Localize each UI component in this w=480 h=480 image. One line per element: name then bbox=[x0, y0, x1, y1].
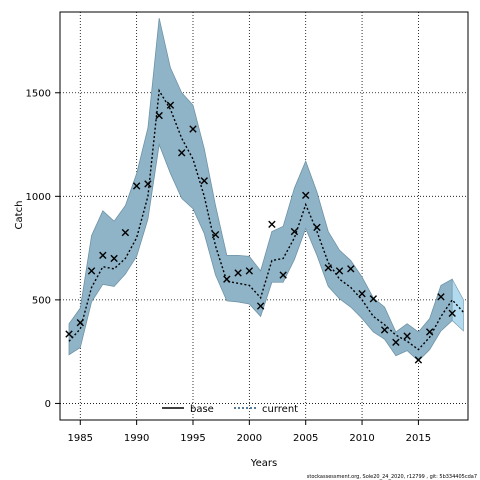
observed-point bbox=[256, 302, 265, 310]
plot-frame bbox=[59, 11, 469, 421]
observed-point bbox=[335, 267, 344, 275]
observed-point bbox=[313, 223, 321, 232]
observed-point bbox=[347, 265, 355, 273]
legend-base-label: base bbox=[190, 404, 214, 415]
observed-point bbox=[448, 309, 456, 318]
observed-point bbox=[223, 275, 231, 283]
observed-point bbox=[414, 356, 423, 364]
observed-point bbox=[132, 182, 141, 190]
observed-point bbox=[200, 177, 208, 185]
y-axis-title: Catch bbox=[14, 201, 25, 230]
legend-current-label: current bbox=[262, 404, 298, 415]
y-axis: 0 500 1000 1500 bbox=[26, 88, 60, 410]
observed-point bbox=[324, 264, 332, 272]
x-axis-title: Years bbox=[250, 458, 277, 469]
x-tick-label: 1990 bbox=[124, 433, 149, 444]
observed-point bbox=[144, 180, 152, 188]
observed-point bbox=[302, 191, 310, 199]
legend: base current bbox=[162, 404, 298, 415]
observed-point bbox=[110, 254, 118, 263]
x-axis: 1985 1990 1995 2000 2005 2010 2015 bbox=[68, 420, 431, 444]
footer-text: stockassessment.org, Sole20_24_2020, r12… bbox=[307, 474, 477, 480]
observed-point bbox=[279, 271, 287, 279]
observed-point bbox=[155, 111, 163, 120]
observed-point bbox=[268, 220, 276, 228]
y-tick-label: 0 bbox=[45, 399, 51, 410]
observed-point bbox=[76, 318, 84, 327]
x-tick-label: 2010 bbox=[349, 433, 374, 444]
y-tick-label: 1500 bbox=[26, 88, 51, 99]
observed-point bbox=[121, 228, 130, 237]
x-tick-label: 2000 bbox=[237, 433, 262, 444]
observed-point bbox=[403, 332, 411, 340]
observed-point bbox=[234, 269, 242, 277]
x-tick-label: 2015 bbox=[406, 433, 431, 444]
observed-point bbox=[245, 267, 254, 275]
fit-line bbox=[68, 88, 465, 351]
observed-point bbox=[211, 230, 220, 239]
x-tick-label: 2005 bbox=[293, 433, 318, 444]
confidence-bands bbox=[68, 18, 464, 362]
observed-point bbox=[290, 227, 299, 236]
observed-point bbox=[425, 328, 434, 336]
observed-point bbox=[392, 338, 400, 347]
series bbox=[68, 88, 465, 351]
observed-point bbox=[87, 267, 96, 275]
observed-point bbox=[380, 326, 389, 334]
observed-point bbox=[178, 149, 186, 157]
observed-point bbox=[189, 125, 197, 133]
observed-points bbox=[65, 101, 456, 364]
observed-point bbox=[65, 330, 73, 338]
observed-point bbox=[99, 251, 107, 260]
x-tick-label: 1985 bbox=[68, 433, 93, 444]
observed-point bbox=[437, 293, 445, 301]
observed-point bbox=[166, 101, 175, 109]
y-tick-label: 500 bbox=[32, 295, 51, 306]
observed-point bbox=[358, 289, 366, 298]
y-tick-label: 1000 bbox=[26, 192, 51, 203]
x-tick-label: 1995 bbox=[180, 433, 205, 444]
observed-point bbox=[369, 295, 378, 303]
